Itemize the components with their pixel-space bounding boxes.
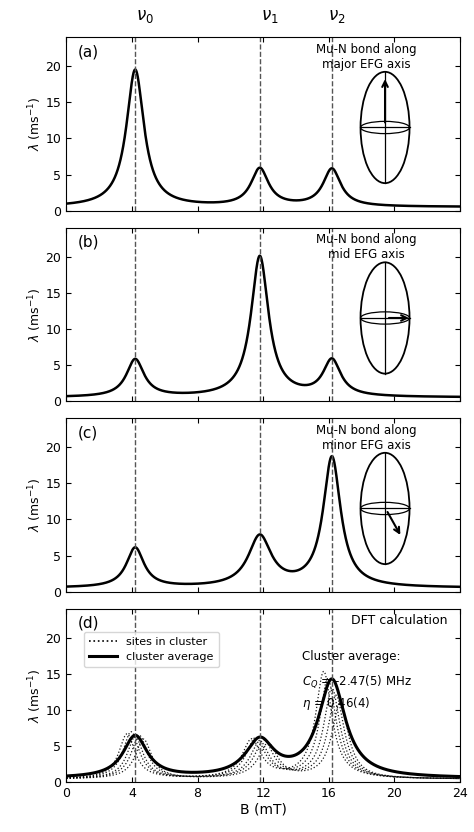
Text: DFT calculation: DFT calculation <box>352 614 448 627</box>
Y-axis label: $\lambda$ (ms$^{-1}$): $\lambda$ (ms$^{-1}$) <box>27 97 44 151</box>
Text: $C_Q$ = -2.47(5) MHz: $C_Q$ = -2.47(5) MHz <box>302 673 412 690</box>
Text: Mu-N bond along
major EFG axis: Mu-N bond along major EFG axis <box>316 42 417 71</box>
Text: (a): (a) <box>78 44 99 59</box>
Y-axis label: $\lambda$ (ms$^{-1}$): $\lambda$ (ms$^{-1}$) <box>27 668 44 723</box>
Text: Cluster average:: Cluster average: <box>302 651 401 663</box>
Text: (c): (c) <box>78 425 99 440</box>
Y-axis label: $\lambda$ (ms$^{-1}$): $\lambda$ (ms$^{-1}$) <box>27 287 44 342</box>
Text: (b): (b) <box>78 235 100 250</box>
Text: Mu-N bond along
mid EFG axis: Mu-N bond along mid EFG axis <box>316 233 417 261</box>
Y-axis label: $\lambda$ (ms$^{-1}$): $\lambda$ (ms$^{-1}$) <box>27 478 44 532</box>
Legend: sites in cluster, cluster average: sites in cluster, cluster average <box>84 631 219 667</box>
Text: $\nu_1$: $\nu_1$ <box>261 7 279 25</box>
Text: (d): (d) <box>78 616 100 631</box>
Text: $\nu_2$: $\nu_2$ <box>328 7 345 25</box>
Text: $\nu_0$: $\nu_0$ <box>136 7 154 25</box>
X-axis label: B (mT): B (mT) <box>240 803 286 817</box>
Text: $\eta$ = 0.46(4): $\eta$ = 0.46(4) <box>302 696 371 712</box>
Text: Mu-N bond along
minor EFG axis: Mu-N bond along minor EFG axis <box>316 423 417 452</box>
